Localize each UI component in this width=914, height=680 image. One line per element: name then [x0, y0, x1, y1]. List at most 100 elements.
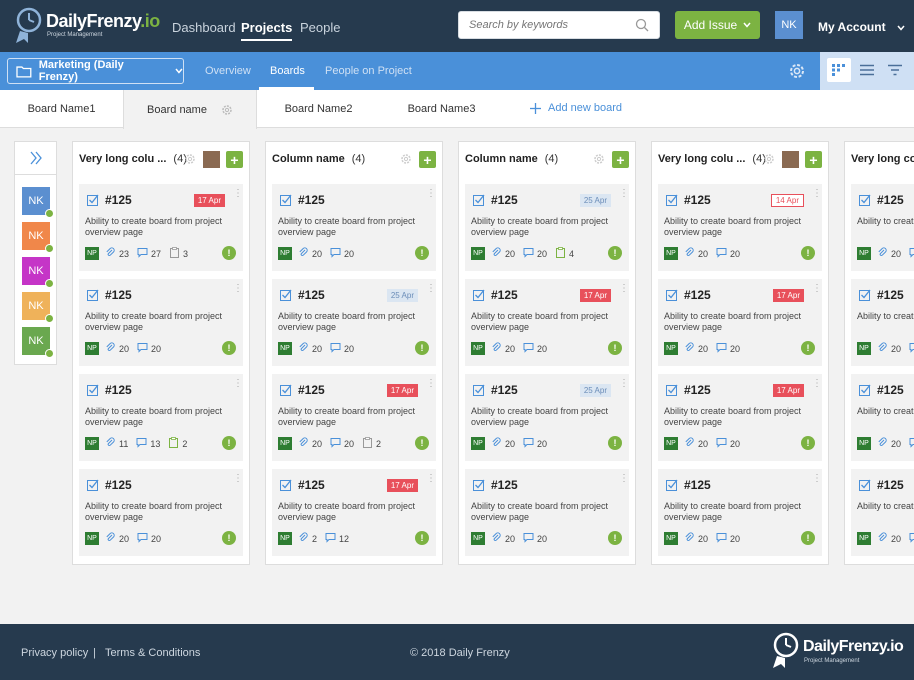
- status-alert-icon[interactable]: !: [608, 246, 622, 260]
- status-alert-icon[interactable]: !: [222, 246, 236, 260]
- issue-card[interactable]: #125 25 Apr ⋮ Ability to create board from …: [272, 279, 436, 366]
- column-gear-icon[interactable]: [400, 153, 412, 165]
- more-options-icon[interactable]: ⋮: [812, 188, 822, 199]
- column-title[interactable]: Very long colu ...: [658, 153, 746, 165]
- issue-card[interactable]: #125 ⋮ Ability to create board from projec…: [79, 469, 243, 556]
- assignee-badge[interactable]: NP: [664, 532, 678, 545]
- more-options-icon[interactable]: ⋮: [233, 283, 243, 294]
- assignee-badge[interactable]: NP: [857, 342, 871, 355]
- account-menu[interactable]: My Account: [818, 20, 905, 34]
- issue-card[interactable]: #125 17 Apr ⋮ Ability to create board from …: [272, 374, 436, 461]
- status-alert-icon[interactable]: !: [222, 531, 236, 545]
- project-select[interactable]: Marketing (Daily Frenzy): [7, 58, 184, 84]
- checkbox-icon[interactable]: [473, 194, 485, 206]
- more-options-icon[interactable]: ⋮: [233, 473, 243, 484]
- issue-card[interactable]: #125 ⋮ Ability to create board from projec…: [465, 469, 629, 556]
- issue-number[interactable]: #125: [491, 193, 518, 207]
- status-alert-icon[interactable]: !: [801, 341, 815, 355]
- issue-card[interactable]: #125 ⋮ Ability to create board from projec…: [272, 184, 436, 271]
- add-card-button[interactable]: +: [226, 151, 243, 168]
- checkbox-icon[interactable]: [666, 479, 678, 491]
- more-options-icon[interactable]: ⋮: [426, 188, 436, 199]
- more-options-icon[interactable]: ⋮: [233, 378, 243, 389]
- member-avatar[interactable]: NK: [22, 257, 54, 288]
- status-alert-icon[interactable]: !: [608, 341, 622, 355]
- issue-card[interactable]: #125 17 Apr ⋮ Ability to create board from …: [272, 469, 436, 556]
- issue-number[interactable]: #125: [877, 383, 904, 397]
- add-board-button[interactable]: Add new board: [530, 102, 622, 114]
- assignee-badge[interactable]: NP: [857, 247, 871, 260]
- issue-number[interactable]: #125: [877, 478, 904, 492]
- more-options-icon[interactable]: ⋮: [426, 378, 436, 389]
- checkbox-icon[interactable]: [473, 289, 485, 301]
- status-alert-icon[interactable]: !: [222, 436, 236, 450]
- app-logo[interactable]: DailyFrenzy.io Project Management: [14, 5, 160, 47]
- board-tab-2[interactable]: Board Name2: [284, 103, 353, 115]
- more-options-icon[interactable]: ⋮: [619, 283, 629, 294]
- more-options-icon[interactable]: ⋮: [619, 378, 629, 389]
- issue-number[interactable]: #125: [298, 383, 325, 397]
- issue-card[interactable]: #125 25 Apr ⋮ Ability to create board from …: [465, 184, 629, 271]
- more-options-icon[interactable]: ⋮: [619, 188, 629, 199]
- settings-gear-icon[interactable]: [787, 61, 807, 81]
- terms-link[interactable]: Terms & Conditions: [105, 647, 201, 659]
- more-options-icon[interactable]: ⋮: [812, 283, 822, 294]
- member-avatar[interactable]: NK: [22, 187, 54, 218]
- add-card-button[interactable]: +: [805, 151, 822, 168]
- more-options-icon[interactable]: ⋮: [812, 378, 822, 389]
- checkbox-icon[interactable]: [473, 479, 485, 491]
- assignee-badge[interactable]: NP: [471, 437, 485, 450]
- column-gear-icon[interactable]: [593, 153, 605, 165]
- checkbox-icon[interactable]: [280, 289, 292, 301]
- status-alert-icon[interactable]: !: [801, 531, 815, 545]
- checkbox-icon[interactable]: [859, 384, 871, 396]
- column-title[interactable]: Very long colu ...: [79, 153, 167, 165]
- board-view-button[interactable]: [827, 58, 851, 82]
- issue-number[interactable]: #125: [298, 193, 325, 207]
- issue-number[interactable]: #125: [877, 193, 904, 207]
- column-gear-icon[interactable]: [763, 153, 775, 165]
- checkbox-icon[interactable]: [666, 384, 678, 396]
- member-avatar[interactable]: NK: [22, 292, 54, 323]
- privacy-policy-link[interactable]: Privacy policy: [21, 647, 89, 659]
- issue-card[interactable]: #125 17 Apr ⋮ Ability to create board from …: [658, 279, 822, 366]
- more-options-icon[interactable]: ⋮: [619, 473, 629, 484]
- board-tab-3[interactable]: Board Name3: [407, 103, 476, 115]
- expand-chevrons-icon[interactable]: [27, 151, 45, 165]
- column-title[interactable]: Column name: [272, 153, 345, 165]
- member-avatar[interactable]: NK: [22, 327, 54, 358]
- status-alert-icon[interactable]: !: [801, 246, 815, 260]
- nav-dashboard[interactable]: Dashboard: [172, 20, 236, 35]
- issue-number[interactable]: #125: [491, 288, 518, 302]
- assignee-badge[interactable]: NP: [278, 437, 292, 450]
- issue-number[interactable]: #125: [491, 478, 518, 492]
- issue-card[interactable]: #125 25 Apr ⋮ Ability to create board from …: [465, 374, 629, 461]
- tab-people-on-project[interactable]: People on Project: [325, 65, 412, 77]
- user-avatar[interactable]: NK: [775, 11, 803, 39]
- checkbox-icon[interactable]: [280, 194, 292, 206]
- add-issue-button[interactable]: Add Issue: [675, 11, 760, 39]
- checkbox-icon[interactable]: [87, 289, 99, 301]
- issue-number[interactable]: #125: [298, 478, 325, 492]
- column-owner-photo[interactable]: [782, 151, 799, 168]
- checkbox-icon[interactable]: [666, 194, 678, 206]
- assignee-badge[interactable]: NP: [471, 532, 485, 545]
- member-avatar[interactable]: NK: [22, 222, 54, 253]
- issue-card[interactable]: #125 ⋮ Ability to create board from projec…: [79, 279, 243, 366]
- tab-boards[interactable]: Boards: [270, 65, 305, 77]
- assignee-badge[interactable]: NP: [471, 247, 485, 260]
- checkbox-icon[interactable]: [859, 194, 871, 206]
- checkbox-icon[interactable]: [87, 194, 99, 206]
- issue-card[interactable]: #125 ⋮ Ability to create board from projec…: [658, 469, 822, 556]
- nav-projects[interactable]: Projects: [241, 20, 293, 41]
- checkbox-icon[interactable]: [859, 479, 871, 491]
- issue-number[interactable]: #125: [298, 288, 325, 302]
- checkbox-icon[interactable]: [280, 479, 292, 491]
- issue-number[interactable]: #125: [684, 478, 711, 492]
- column-gear-icon[interactable]: [184, 153, 196, 165]
- issue-number[interactable]: #125: [877, 288, 904, 302]
- issue-number[interactable]: #125: [684, 288, 711, 302]
- filter-button[interactable]: [883, 58, 907, 82]
